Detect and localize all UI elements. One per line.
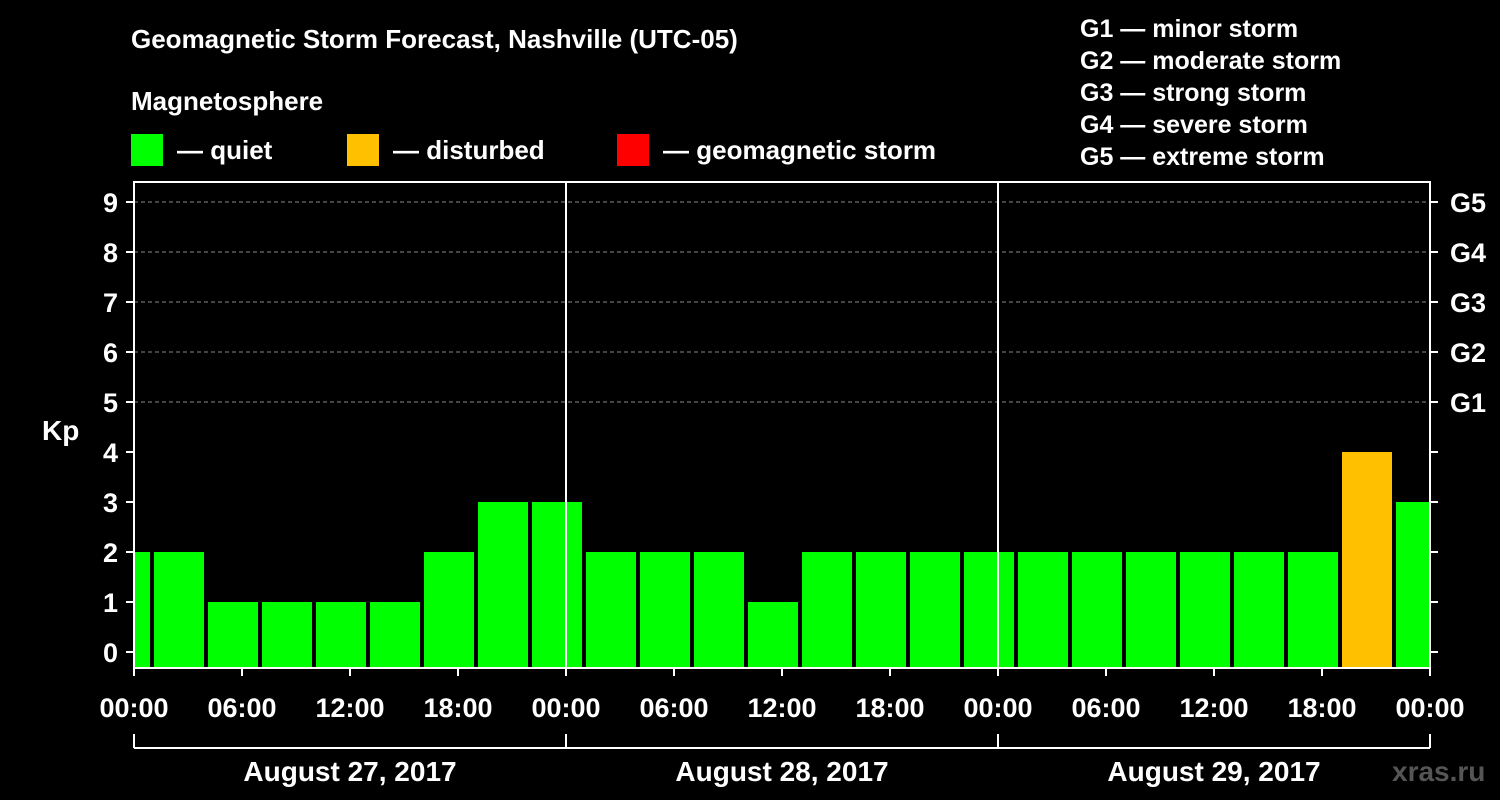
- kp-bar: [856, 552, 906, 668]
- g-level-label: G2: [1450, 338, 1486, 368]
- bars-group: [134, 452, 1430, 668]
- kp-bar: [1180, 552, 1230, 668]
- kp-bar: [532, 502, 582, 668]
- y-tick-label: 4: [103, 438, 118, 468]
- kp-bar: [640, 552, 690, 668]
- kp-bar: [748, 602, 798, 668]
- y-tick-label: 0: [103, 638, 118, 668]
- section-label: Magnetosphere: [131, 86, 324, 116]
- legend-label-disturbed: — disturbed: [393, 134, 545, 165]
- kp-bar: [208, 602, 258, 668]
- x-tick-label: 12:00: [315, 693, 384, 723]
- x-tick-label: 12:00: [747, 693, 816, 723]
- legend-swatch-storm: [617, 134, 649, 166]
- kp-bar: [802, 552, 852, 668]
- x-tick-label: 06:00: [207, 693, 276, 723]
- watermark: xras.ru: [1392, 756, 1486, 787]
- g-scale-item: G1 — minor storm: [1080, 15, 1299, 43]
- g-scale-item: G4 — severe storm: [1080, 111, 1308, 139]
- day-label: August 27, 2017: [243, 756, 456, 787]
- x-tick-label: 18:00: [1287, 693, 1356, 723]
- y-tick-label: 7: [103, 288, 118, 318]
- y-tick-label: 3: [103, 488, 118, 518]
- chart-title: Geomagnetic Storm Forecast, Nashville (U…: [131, 24, 738, 54]
- y-tick-label: 1: [103, 588, 118, 618]
- kp-bar: [586, 552, 636, 668]
- y-tick-label: 9: [103, 188, 118, 218]
- kp-bar: [262, 602, 312, 668]
- y-tick-label: 2: [103, 538, 118, 568]
- kp-bar: [694, 552, 744, 668]
- g-scale-item: G2 — moderate storm: [1080, 47, 1342, 75]
- kp-bar: [1288, 552, 1338, 668]
- y-axis-label: Kp: [42, 415, 79, 446]
- g-scale-legend: G1 — minor storm G2 — moderate storm G3 …: [1080, 13, 1341, 173]
- legend-disturbed: — disturbed: [347, 133, 545, 167]
- kp-bar: [424, 552, 474, 668]
- kp-bar: [1234, 552, 1284, 668]
- legend-quiet: — quiet: [131, 133, 272, 167]
- legend-swatch-disturbed: [347, 134, 379, 166]
- x-tick-label: 00:00: [531, 693, 600, 723]
- kp-bar: [1126, 552, 1176, 668]
- kp-bar: [1072, 552, 1122, 668]
- legend-label-quiet: — quiet: [177, 134, 273, 165]
- g-scale-item: G5 — extreme storm: [1080, 143, 1325, 171]
- kp-bar: [134, 552, 150, 668]
- y-tick-label: 6: [103, 338, 118, 368]
- legend-swatch-quiet: [131, 134, 163, 166]
- kp-bar: [964, 552, 1014, 668]
- x-tick-label: 12:00: [1179, 693, 1248, 723]
- y-tick-label: 5: [103, 388, 118, 418]
- day-label: August 29, 2017: [1107, 756, 1320, 787]
- g-level-label: G3: [1450, 288, 1486, 318]
- kp-bar: [1342, 452, 1392, 668]
- day-label: August 28, 2017: [675, 756, 888, 787]
- x-tick-label: 18:00: [855, 693, 924, 723]
- legend-storm: — geomagnetic storm: [617, 133, 936, 167]
- kp-bar: [1396, 502, 1430, 668]
- y-tick-label: 8: [103, 238, 118, 268]
- legend-label-storm: — geomagnetic storm: [663, 134, 937, 165]
- kp-bar: [478, 502, 528, 668]
- kp-bar: [910, 552, 960, 668]
- kp-bar: [1018, 552, 1068, 668]
- g-scale-item: G3 — strong storm: [1080, 79, 1307, 107]
- g-level-label: G4: [1450, 238, 1486, 268]
- x-tick-label: 00:00: [963, 693, 1032, 723]
- x-tick-label: 00:00: [99, 693, 168, 723]
- kp-bar: [316, 602, 366, 668]
- g-level-label: G5: [1450, 188, 1486, 218]
- kp-bar: [370, 602, 420, 668]
- x-tick-label: 06:00: [639, 693, 708, 723]
- g-level-label: G1: [1450, 388, 1486, 418]
- x-tick-label: 06:00: [1071, 693, 1140, 723]
- kp-bar: [154, 552, 204, 668]
- x-tick-label: 18:00: [423, 693, 492, 723]
- x-tick-label: 00:00: [1395, 693, 1464, 723]
